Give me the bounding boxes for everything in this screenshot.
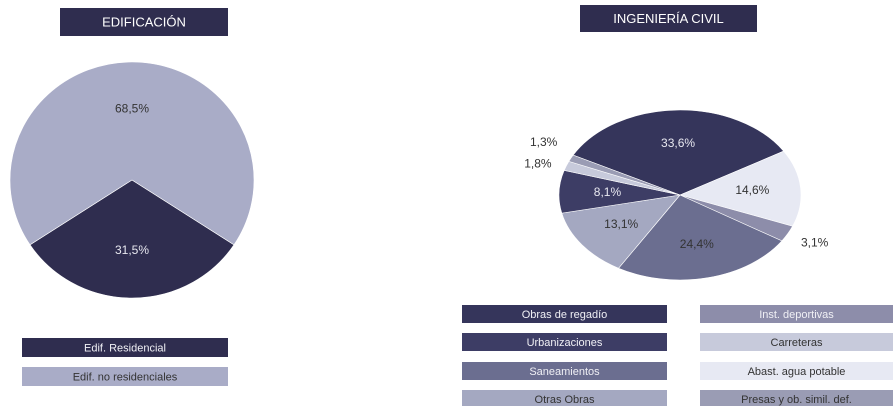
legend-label: Urbanizaciones	[527, 337, 603, 349]
legend-swatch	[22, 338, 228, 357]
value-label: 68,5%	[115, 101, 149, 115]
legend-swatch	[462, 362, 667, 380]
pie-slice	[679, 150, 802, 227]
chart-title: EDIFICACIÓN	[102, 14, 186, 29]
pie-slice	[568, 154, 681, 196]
value-label: 24,4%	[680, 237, 714, 251]
legend-swatch	[462, 333, 667, 351]
value-label: 33,6%	[661, 136, 695, 150]
legend-swatch	[700, 362, 893, 380]
value-label: 1,3%	[530, 135, 558, 149]
legend-swatch	[700, 305, 893, 323]
pie-slice	[29, 179, 235, 299]
legend-label: Saneamientos	[529, 366, 600, 378]
legend-label: Presas y ob. simil. def.	[741, 394, 852, 406]
legend-swatch	[22, 367, 228, 386]
legend-label: Edif. Residencial	[84, 342, 166, 354]
value-label: 1,8%	[524, 157, 552, 171]
value-label: 13,1%	[604, 217, 638, 231]
legend-label: Edif. no residenciales	[73, 371, 178, 383]
title-box	[60, 8, 228, 36]
legend-label: Obras de regadío	[522, 309, 608, 321]
value-label: 14,6%	[735, 183, 769, 197]
legend-label: Inst. deportivas	[759, 309, 834, 321]
value-label: 8,1%	[594, 185, 622, 199]
legend-swatch	[462, 390, 667, 406]
legend-label: Carreteras	[771, 337, 823, 349]
legend-label: Abast. agua potable	[748, 366, 846, 378]
value-label: 31,5%	[115, 243, 149, 257]
legend-swatch	[700, 333, 893, 351]
chart-title: INGENIERÍA CIVIL	[613, 11, 724, 26]
title-box	[580, 5, 757, 32]
pie-slice	[618, 194, 783, 281]
pie-slice	[561, 194, 681, 269]
pie-slice	[572, 109, 785, 196]
value-label: 3,1%	[801, 236, 829, 250]
pie-slice	[9, 61, 255, 246]
legend-label: Otras Obras	[535, 394, 595, 406]
legend-swatch	[700, 390, 893, 406]
legend-swatch	[462, 305, 667, 323]
